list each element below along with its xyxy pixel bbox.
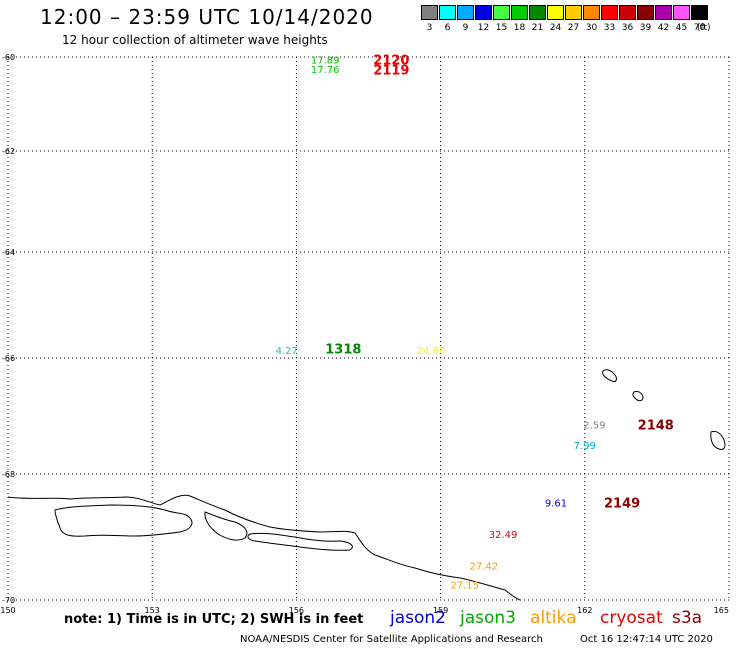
legend-swatch xyxy=(529,5,546,20)
satellite-s3a: s3a xyxy=(672,608,703,628)
legend-swatch xyxy=(637,5,654,20)
lon-tick-label: 150 xyxy=(0,606,15,615)
swh-value: 27.15 xyxy=(450,580,479,591)
legend-label: 33 xyxy=(603,23,616,33)
swh-value: 24.80 xyxy=(417,346,446,357)
coastline-main xyxy=(7,494,521,601)
lon-tick-label: 153 xyxy=(145,606,160,615)
lat-tick-label: -60 xyxy=(2,53,15,62)
swh-value: 7.99 xyxy=(574,441,596,452)
axis-labels-layer: 150 153 156 159 162 165 -60 -62 -64 -66 -68 -70 xyxy=(0,53,729,615)
legend-swatch xyxy=(439,5,456,20)
swh-value: 9.61 xyxy=(545,498,567,509)
swh-value: 17.89 xyxy=(311,55,340,66)
legend-label: 39 xyxy=(639,23,652,33)
legend-label: 70 xyxy=(693,23,706,33)
legend-label: 18 xyxy=(513,23,526,33)
pass-time-label: 2149 xyxy=(604,496,640,511)
satellite-jason3: jason3 xyxy=(460,608,516,628)
legend-unit: (ft) xyxy=(697,23,711,33)
swh-value: 27.42 xyxy=(470,561,499,572)
lat-tick-label: -70 xyxy=(2,596,15,605)
legend-swatch xyxy=(601,5,618,20)
swh-value: 17.76 xyxy=(311,65,340,76)
legend-label: 12 xyxy=(477,23,490,33)
lon-tick-label: 159 xyxy=(433,606,448,615)
footer-credit: NOAA/NESDIS Center for Satellite Applica… xyxy=(240,634,543,645)
pass-time-label: 2148 xyxy=(638,419,674,434)
legend-swatch xyxy=(565,5,582,20)
legend-label: 3 xyxy=(426,23,433,33)
pass-time-label: 1318 xyxy=(325,342,361,357)
legend-label: 15 xyxy=(495,23,508,33)
legend-label: 30 xyxy=(585,23,598,33)
footer-timestamp: Oct 16 12:47:14 UTC 2020 xyxy=(580,634,713,645)
lat-lon-grid xyxy=(7,56,730,601)
pass-time-label: 2120 xyxy=(373,53,409,68)
swh-value: 4.27 xyxy=(276,346,298,357)
legend-label: 6 xyxy=(444,23,451,33)
legend-label: 9 xyxy=(462,23,469,33)
legend-swatch xyxy=(457,5,474,20)
swh-value: 2.59 xyxy=(583,421,605,432)
legend-label: 42 xyxy=(657,23,670,33)
lat-tick-label: -62 xyxy=(2,147,15,156)
lat-tick-label: -64 xyxy=(2,248,15,257)
coastline-bay xyxy=(204,511,248,541)
satellite-cryosat: cryosat xyxy=(600,608,663,628)
lon-tick-label: 156 xyxy=(289,606,304,615)
pass-time-label: 2119 xyxy=(373,64,409,79)
legend-swatch xyxy=(583,5,600,20)
legend-swatch xyxy=(493,5,510,20)
legend-swatch xyxy=(511,5,528,20)
island-3 xyxy=(710,430,726,450)
legend-label: 27 xyxy=(567,23,580,33)
legend-swatch xyxy=(619,5,636,20)
map-title: 12:00 – 23:59 UTC 10/14/2020 xyxy=(40,5,374,29)
satellite-jason2: jason2 xyxy=(390,608,446,628)
legend-swatch xyxy=(421,5,438,20)
legend-swatch xyxy=(547,5,564,20)
lon-tick-label: 162 xyxy=(577,606,592,615)
legend-swatch xyxy=(475,5,492,20)
coastline-peninsula xyxy=(54,504,193,537)
legend-label: 24 xyxy=(549,23,562,33)
legend-label: 45 xyxy=(675,23,688,33)
satellite-altika: altika xyxy=(530,608,577,628)
legend-swatch xyxy=(691,5,708,20)
legend-label: 36 xyxy=(621,23,634,33)
island-2 xyxy=(632,390,644,402)
swh-value: 32.49 xyxy=(489,530,518,541)
map-subtitle: 12 hour collection of altimeter wave hei… xyxy=(62,33,328,47)
island-1 xyxy=(602,369,617,382)
legend-swatch xyxy=(673,5,690,20)
legend-label: 21 xyxy=(531,23,544,33)
note-text: note: 1) Time is in UTC; 2) SWH is in fe… xyxy=(64,612,364,627)
legend-swatch xyxy=(655,5,672,20)
lat-tick-label: -68 xyxy=(2,470,15,479)
coastline-inlet xyxy=(247,532,353,551)
lat-tick-label: -66 xyxy=(2,354,15,363)
lon-tick-label: 165 xyxy=(714,606,729,615)
antarctic-coastline xyxy=(7,369,726,601)
